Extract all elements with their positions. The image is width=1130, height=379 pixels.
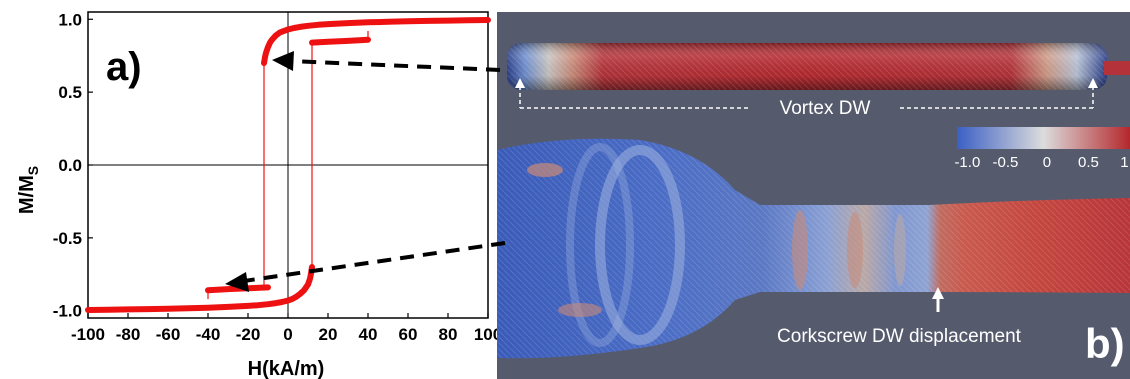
- vortex-dw-label: Vortex DW: [780, 98, 871, 119]
- colorbar: [957, 127, 1130, 149]
- y-tick-label: 0.0: [58, 156, 82, 175]
- svg-text:M/MS: M/MS: [16, 166, 41, 214]
- loop-curves: [85, 17, 491, 313]
- y-tick-label: -1.0: [53, 302, 82, 321]
- x-tick-label: 0: [283, 325, 292, 344]
- arrow-head-upper: [272, 51, 294, 71]
- arrow-head-lower: [225, 272, 249, 292]
- x-tick-label: 40: [359, 325, 378, 344]
- corkscrew-wire: [497, 138, 1130, 359]
- y-axis-title-sub: S: [25, 166, 41, 175]
- y-tick-label: 0.5: [58, 83, 82, 102]
- x-tick-label: 20: [319, 325, 338, 344]
- colorbar-tick-label: 1.: [1120, 154, 1130, 171]
- x-axis-title: H(kA/m): [248, 358, 325, 379]
- x-tick-label: -40: [196, 325, 221, 344]
- corkscrew-dw-label: Corkscrew DW displacement: [777, 326, 1022, 347]
- vortex-bracket: [515, 78, 1098, 109]
- corkscrew-arrow: [932, 287, 944, 312]
- x-tick-labels: -100 -80 -60 -40 -20 0 20 40 60 80 100: [71, 325, 502, 344]
- y-axis-title-main: M/M: [16, 175, 38, 214]
- colorbar-tick-label: 0.5: [1078, 154, 1099, 171]
- x-tick-label: -80: [116, 325, 141, 344]
- vortex-wire: [507, 43, 1130, 90]
- y-axis-title: M/MS: [16, 166, 41, 214]
- y-tick-label: 1.0: [58, 10, 82, 29]
- colorbar-tick-labels: -1.0 -0.5 0 0.5 1.: [954, 154, 1130, 171]
- connector-arrows: [225, 51, 506, 292]
- x-tick-label: -100: [71, 325, 105, 344]
- y-tick-labels: 1.0 0.5 0.0 -0.5 -1.0: [53, 10, 82, 320]
- arrow-to-corkscrew: [243, 241, 506, 283]
- y-tick-label: -0.5: [53, 229, 82, 248]
- x-tick-label: 100: [474, 325, 502, 344]
- x-tick-label: 60: [399, 325, 418, 344]
- colorbar-tick-label: -1.0: [954, 154, 980, 171]
- simulation-panel: Vortex DW -1.0 -0.5 0 0.5 1. Corkscrew DW di…: [497, 12, 1130, 379]
- panel-label-b: b): [1085, 320, 1125, 367]
- x-tick-label: -60: [156, 325, 181, 344]
- loop-series-1: [261, 17, 491, 66]
- colorbar-tick-label: 0: [1043, 154, 1051, 171]
- colorbar-tick-label: -0.5: [993, 154, 1019, 171]
- loop-series-3: [309, 36, 371, 46]
- loop-series-4: [205, 284, 271, 294]
- arrow-to-vortex: [289, 59, 501, 72]
- loop-series-2: [85, 264, 315, 313]
- x-tick-label: 80: [439, 325, 458, 344]
- panel-label-a: a): [106, 45, 142, 89]
- x-tick-label: -20: [236, 325, 261, 344]
